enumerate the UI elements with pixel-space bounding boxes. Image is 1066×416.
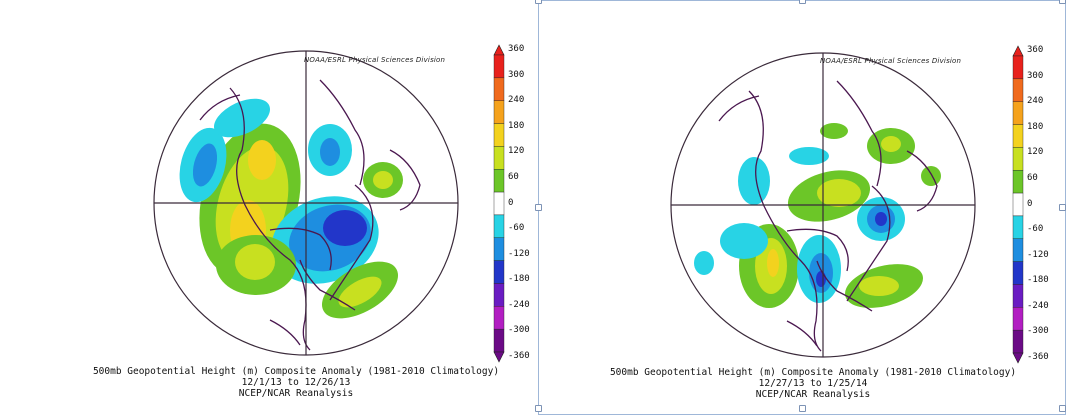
colorbar-tick-label: -300 [1027,326,1049,337]
map-panel-dec: NOAA/ESRL Physical Sciences Division 500… [86,44,530,399]
colorbar-tick-label: -60 [1027,224,1044,235]
colorbar-swatch [493,283,505,307]
resize-handle-left[interactable] [535,204,542,211]
colorbar-arrow-top [1012,45,1024,57]
colorbar-swatch [493,54,505,79]
anomaly-map-dec [153,44,505,363]
colorbar-arrow-bottom [493,351,505,363]
colorbar-tick-label: 60 [508,171,519,182]
resize-handle-bottom[interactable] [799,405,806,412]
colorbar-tick-label: -180 [508,274,530,285]
caption-date-range: 12/1/13 to 12/26/13 [241,377,351,388]
caption-source: NCEP/NCAR Reanalysis [238,388,354,399]
colorbar-swatch [1012,192,1024,217]
colorbar-swatch [493,306,505,330]
map-panel-jan[interactable]: NOAA/ESRL Physical Sciences Division 500… [535,0,1066,415]
anomaly-map-jan [670,45,1024,364]
colorbar-tick-label: 180 [1027,121,1044,132]
colorbar-tick-label: -120 [1027,249,1049,260]
colorbar-tick-label: -120 [508,248,530,259]
colorbar [1012,45,1024,364]
colorbar-tick-label: -360 [508,351,530,361]
colorbar-swatch [1012,78,1024,102]
colorbar-swatch [493,328,505,353]
colorbar-tick-label: -240 [508,299,530,310]
colorbar-tick-label: -60 [508,223,525,234]
colorbar-tick-label: 120 [508,146,525,157]
colorbar-tick-label: -300 [508,325,530,336]
colorbar-tick-label: 300 [508,69,525,80]
colorbar-tick-label: -360 [1027,352,1049,362]
colorbar-swatch [493,169,505,193]
colorbar-swatch [1012,238,1024,262]
colorbar-swatch [1012,55,1024,80]
colorbar-swatch [493,214,505,238]
colorbar-swatch [1012,147,1024,171]
colorbar-swatch [493,146,505,170]
map-caption: 500mb Geopotential Height (m) Composite … [86,366,506,399]
map-caption: 500mb Geopotential Height (m) Composite … [603,367,1023,400]
colorbar-swatch [493,77,505,101]
caption-source: NCEP/NCAR Reanalysis [755,389,871,400]
caption-title: 500mb Geopotential Height (m) Composite … [609,367,1017,378]
colorbar-arrow-bottom [1012,352,1024,364]
colorbar-swatch [1012,170,1024,194]
colorbar-swatch [493,100,505,124]
colorbar-tick-label: -240 [1027,300,1049,311]
resize-handle-tl[interactable] [535,0,542,4]
colorbar-tick-label: 60 [1027,172,1038,183]
colorbar-swatch [493,123,505,147]
colorbar-tick-label: 120 [1027,147,1044,158]
credit-text: NOAA/ESRL Physical Sciences Division [304,56,446,64]
resize-handle-bl[interactable] [535,405,542,412]
colorbar-tick-label: 240 [508,95,525,106]
colorbar-swatch [1012,215,1024,239]
colorbar-tick-label: 300 [1027,70,1044,81]
caption-title: 500mb Geopotential Height (m) Composite … [92,366,500,377]
colorbar-swatch [493,237,505,261]
colorbar-tick-label: 0 [1027,198,1033,209]
credit-text: NOAA/ESRL Physical Sciences Division [820,57,962,65]
colorbar-tick-label: 0 [508,197,514,208]
colorbar-tick-label: 360 [508,44,525,54]
colorbar-swatch [493,260,505,284]
resize-handle-right[interactable] [1059,204,1066,211]
resize-handle-br[interactable] [1059,405,1066,412]
colorbar [493,44,505,363]
anomaly-field [694,80,941,352]
colorbar-swatch [1012,329,1024,354]
colorbar-swatch [1012,124,1024,148]
colorbar-arrow-top [493,44,505,56]
colorbar-tick-label: 240 [1027,96,1044,107]
colorbar-swatch [1012,101,1024,125]
colorbar-tick-label: -180 [1027,275,1049,286]
colorbar-swatch [1012,307,1024,331]
colorbar-tick-label: 180 [508,120,525,131]
resize-handle-tr[interactable] [1059,0,1066,4]
colorbar-tick-label: 360 [1027,45,1044,55]
colorbar-swatch [1012,284,1024,308]
caption-date-range: 12/27/13 to 1/25/14 [758,378,868,389]
anomaly-field [179,79,421,351]
colorbar-swatch [1012,261,1024,285]
colorbar-swatch [493,191,505,216]
coastlines [199,79,421,351]
resize-handle-top[interactable] [799,0,806,4]
coastlines [718,80,938,352]
